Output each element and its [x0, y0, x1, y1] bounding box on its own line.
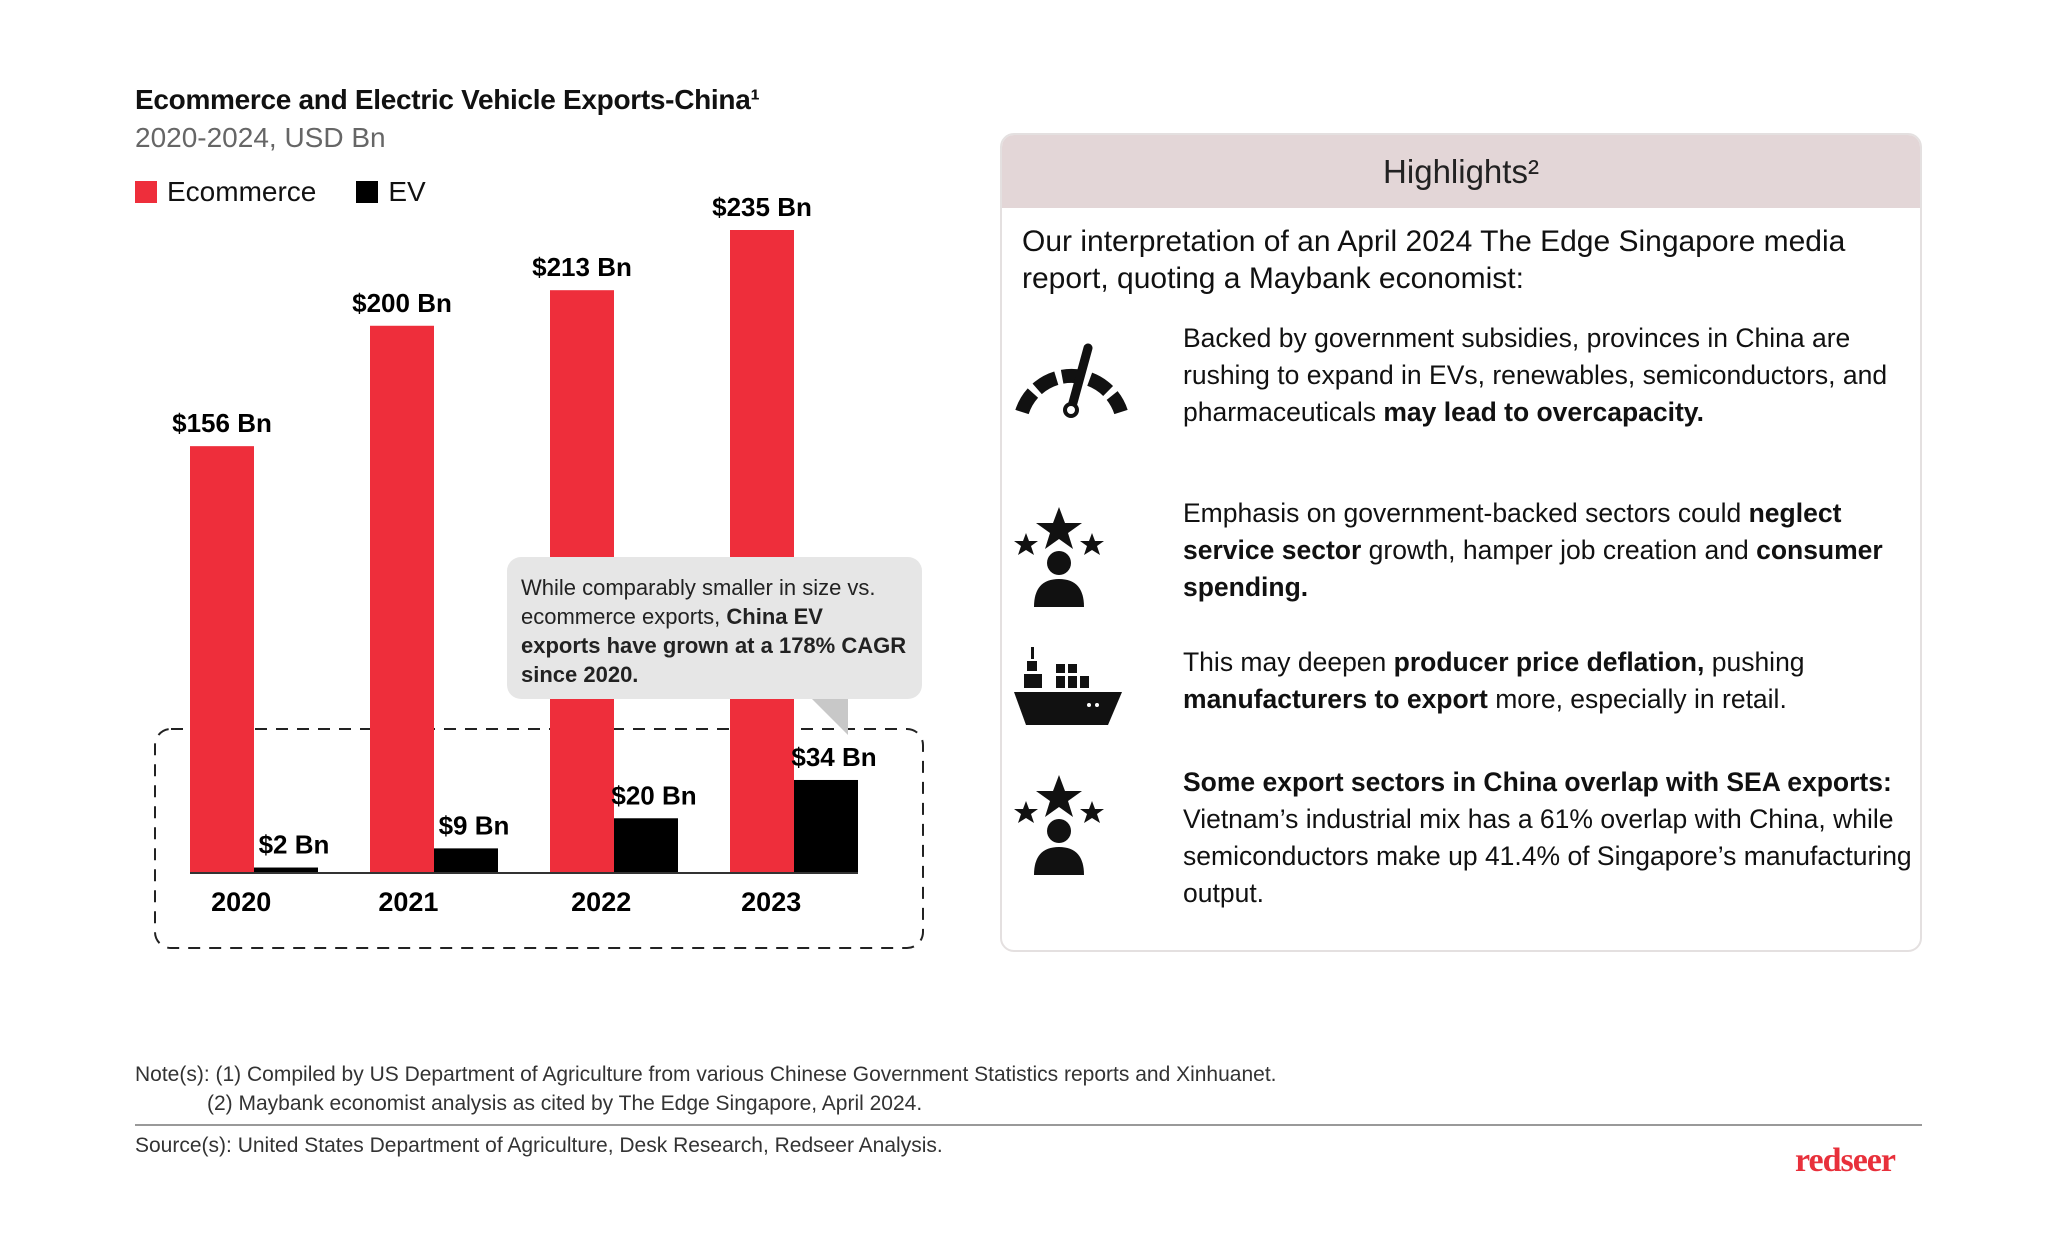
note-1: Note(s): (1) Compiled by US Department o… [135, 1063, 1277, 1086]
highlights-title: Highlights² [1002, 135, 1920, 208]
chart-subtitle: 2020-2024, USD Bn [135, 122, 386, 153]
divider [135, 1124, 1922, 1126]
highlights-intro: Our interpretation of an April 2024 The … [1022, 225, 1846, 295]
legend-swatch-ev [356, 181, 379, 203]
highlights-panel: Highlights² Our interpretation of an Apr… [1000, 133, 1922, 952]
x-tick-label: 2023 [741, 887, 801, 917]
notes: Note(s): (1) Compiled by US Department o… [135, 1060, 1277, 1118]
chart-title: Ecommerce and Electric Vehicle Exports-C… [135, 84, 760, 115]
callout-text: While comparably smaller in size vs. eco… [521, 575, 876, 629]
bar-ev-2022 [614, 818, 678, 873]
highlight-text: Vietnam’s industrial mix has a 61% overl… [1183, 804, 1912, 908]
data-label: $9 Bn [439, 810, 510, 840]
bar-ecommerce-2020 [190, 446, 254, 873]
callout-text-bold: China EV exports have grown at a 178% CA… [521, 604, 907, 687]
highlight-text: may lead to overcapacity. [1383, 397, 1704, 427]
data-label: $213 Bn [532, 252, 632, 282]
highlight-text: Backed by government subsidies, province… [1183, 323, 1888, 427]
bar-ev-2021 [434, 848, 498, 873]
highlight-item: Backed by government subsidies, province… [1183, 320, 1913, 431]
data-label: $156 Bn [172, 408, 272, 438]
highlight-text: growth, hamper job creation and [1361, 535, 1757, 565]
callout-tail [812, 699, 848, 735]
x-tick-label: 2022 [571, 887, 631, 917]
data-label: $2 Bn [259, 830, 330, 860]
bar-ev-2020 [254, 867, 318, 873]
legend-label-ecommerce: Ecommerce [167, 176, 317, 207]
highlight-text: pushing [1704, 647, 1805, 677]
person-stars-icon [1014, 775, 1104, 880]
cargo-ship-icon [1014, 647, 1124, 732]
x-tick-label: 2021 [378, 887, 438, 917]
highlight-item: This may deepen producer price deflation… [1183, 644, 1913, 718]
highlight-text: Emphasis on government-backed sectors co… [1183, 498, 1749, 528]
highlight-text: Some export sectors in China overlap wit… [1183, 767, 1892, 797]
highlight-text: manufacturers to export [1183, 684, 1488, 714]
source: Source(s): United States Department of A… [135, 1134, 943, 1157]
highlight-item: Some export sectors in China overlap wit… [1183, 764, 1913, 912]
highlight-text: neglect service sector [1183, 498, 1842, 565]
highlight-text: This may deepen [1183, 647, 1394, 677]
note-2: (2) Maybank economist analysis as cited … [207, 1092, 923, 1115]
data-label: $34 Bn [791, 742, 876, 772]
highlight-text: more, especially in retail. [1487, 684, 1787, 714]
legend-label-ev: EV [388, 176, 426, 207]
data-label: $20 Bn [611, 780, 696, 810]
legend-swatch-ecommerce [135, 181, 157, 203]
legend: Ecommerce EV [135, 176, 426, 208]
redseer-logo: redseer [1795, 1142, 1896, 1179]
data-label: $200 Bn [352, 288, 452, 318]
highlight-item: Emphasis on government-backed sectors co… [1183, 495, 1913, 606]
bar-chart: $156 Bn $2 Bn 2020 $200 Bn $9 Bn 2021 $213 Bn $… [154, 192, 924, 949]
x-tick-label: 2020 [211, 887, 271, 917]
bar-ecommerce-2021 [370, 325, 434, 873]
highlight-dashed-box [154, 728, 924, 949]
highlight-text: producer price deflation, [1393, 647, 1705, 677]
speedometer-icon [1014, 340, 1129, 425]
bar-ev-2023 [794, 779, 858, 873]
person-stars-icon [1014, 507, 1104, 612]
highlight-text: consumer spending. [1183, 535, 1883, 602]
data-label: $235 Bn [712, 192, 812, 222]
callout-annotation: While comparably smaller in size vs. eco… [507, 557, 922, 699]
bar-ecommerce-2023 [730, 230, 794, 873]
